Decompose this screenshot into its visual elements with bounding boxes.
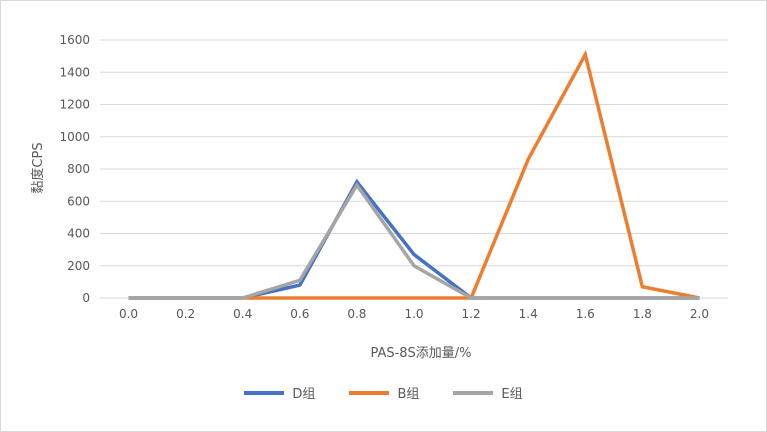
series-line-1 (128, 49, 700, 300)
legend-swatch (349, 390, 390, 395)
y-tick-label: 0 (82, 291, 90, 305)
y-tick-label: 600 (67, 194, 90, 208)
x-tick-label: 0.8 (347, 307, 366, 321)
legend-item: D组 (244, 383, 315, 402)
legend-swatch (244, 390, 285, 395)
legend-label: E组 (501, 387, 523, 402)
y-tick-label: 1600 (59, 33, 90, 47)
x-tick-label: 1.0 (404, 307, 423, 321)
series-line-0 (128, 178, 700, 300)
y-tick-label: 1200 (59, 98, 90, 112)
legend-swatch (453, 390, 494, 395)
y-tick-label: 200 (67, 259, 90, 273)
x-tick-label: 1.6 (576, 307, 595, 321)
y-tick-label: 1000 (59, 130, 90, 144)
x-tick-label: 2.0 (690, 307, 709, 321)
legend-label: B组 (397, 387, 420, 402)
legend-label: D组 (292, 387, 316, 402)
x-tick-label: 0.4 (233, 307, 252, 321)
series-line-2 (128, 181, 700, 300)
x-tick-label: 0.2 (176, 307, 195, 321)
x-axis-label: PAS-8S添加量/% (370, 346, 471, 361)
legend-item: B组 (349, 383, 419, 402)
x-tick-label: 0.0 (119, 307, 138, 321)
y-axis-label: 黏度CPS (30, 142, 46, 193)
x-tick-label: 0.6 (290, 307, 309, 321)
y-tick-label: 800 (67, 162, 90, 176)
y-tick-label: 400 (67, 227, 90, 241)
x-tick-label: 1.2 (462, 307, 481, 321)
legend-item: E组 (453, 383, 523, 402)
y-tick-label: 1400 (59, 65, 90, 79)
legend: D组 B组 E组 (0, 383, 767, 402)
x-tick-label: 1.4 (519, 307, 538, 321)
x-tick-label: 1.8 (633, 307, 652, 321)
